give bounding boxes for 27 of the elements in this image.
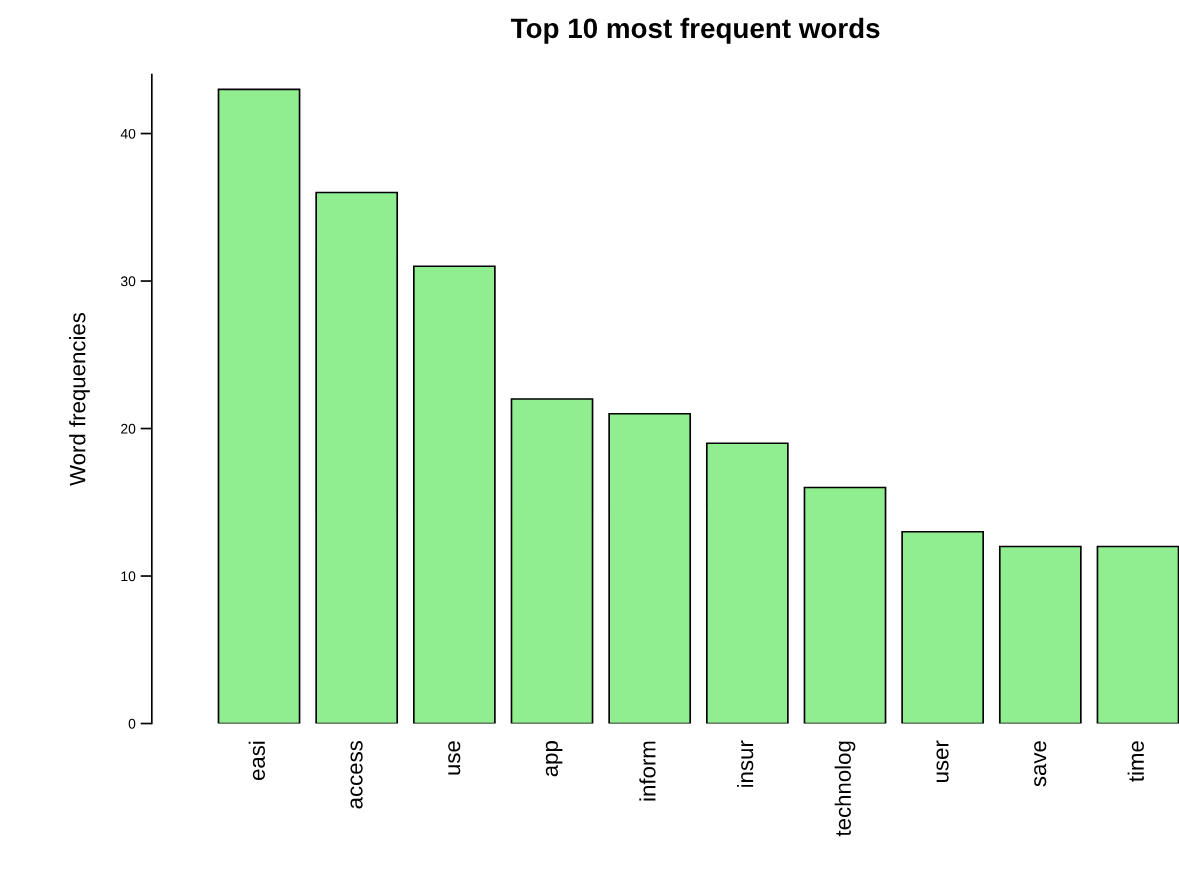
x-tick-label: user — [936, 740, 949, 782]
y-tick-label: 10 — [121, 571, 136, 582]
bar — [998, 545, 1082, 724]
bar — [608, 412, 692, 724]
y-axis-title: Word frequencies — [69, 312, 90, 486]
x-tick-label: time — [1127, 741, 1144, 782]
bar — [412, 265, 496, 724]
x-tick-label: save — [1034, 741, 1047, 787]
bar — [803, 486, 887, 724]
bar — [217, 88, 301, 724]
x-tick-label: app — [545, 741, 563, 777]
y-tick-label: 0 — [128, 718, 136, 729]
x-tick-label: use — [448, 741, 461, 775]
bar — [901, 530, 985, 724]
chart-title: Top 10 most frequent words — [510, 17, 880, 44]
y-tick-label: 20 — [121, 423, 136, 434]
x-tick-label: technolog — [834, 741, 856, 837]
x-tick-label: access — [350, 740, 363, 809]
bar — [315, 191, 399, 724]
x-tick-label: inform — [639, 741, 656, 801]
y-tick-label: 30 — [120, 276, 136, 287]
x-tick-label: easi — [248, 741, 265, 781]
bar — [510, 398, 594, 724]
bar — [1096, 545, 1179, 724]
y-tick-label: 40 — [120, 128, 136, 139]
x-tick-label: insur — [736, 740, 754, 787]
bar — [705, 442, 789, 724]
